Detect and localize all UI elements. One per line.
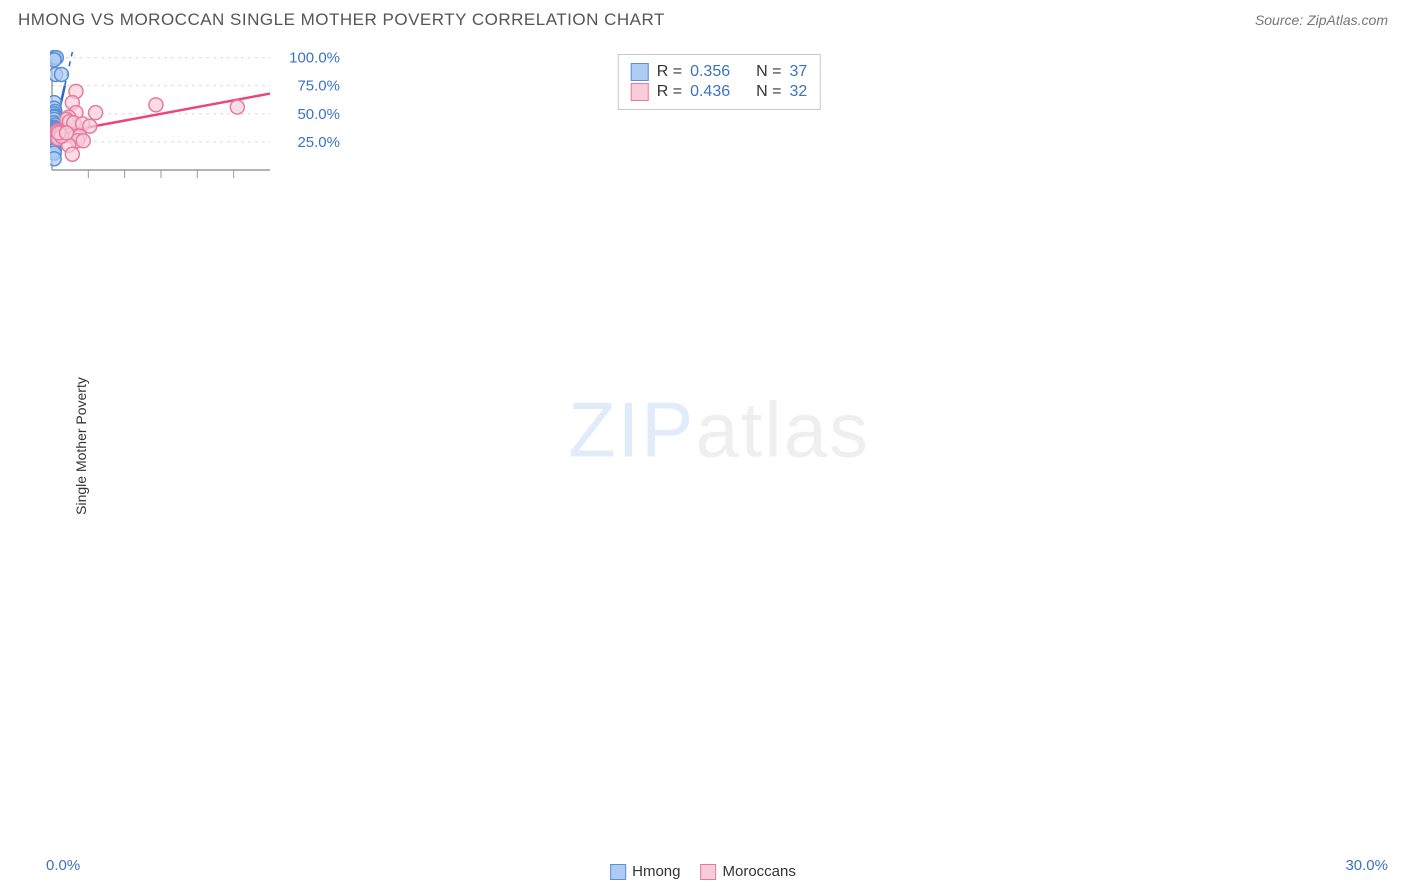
data-point [89,106,103,120]
y-tick-label: 75.0% [297,78,340,95]
stats-legend: R = 0.356 N = 37 R = 0.436 N = 32 [618,54,821,110]
y-tick-label: 25.0% [297,134,340,151]
watermark-main: ZIP [568,386,695,474]
x-axis-max-label: 30.0% [1345,857,1388,874]
scatter-plot: 25.0% 50.0% 75.0% 100.0% [50,50,350,200]
data-point [76,134,90,148]
data-point [230,100,244,114]
chart-area: Single Mother Poverty 25.0% 50.0% 75.0% 100… [50,50,1388,842]
data-point [149,98,163,112]
data-point [65,147,79,161]
stats-row: R = 0.356 N = 37 [631,63,808,81]
legend-label: Hmong [632,863,680,880]
header: HMONG VS MOROCCAN SINGLE MOTHER POVERTY … [0,0,1406,38]
legend-swatch [631,83,649,101]
legend-swatch [610,864,626,880]
chart-title: HMONG VS MOROCCAN SINGLE MOTHER POVERTY … [18,10,665,30]
legend-item: Moroccans [701,863,796,880]
stat-r-value: 0.356 [690,63,730,81]
data-point [50,152,61,166]
stat-r-label: R = [657,63,682,81]
legend-label: Moroccans [723,863,796,880]
legend-swatch [701,864,717,880]
legend-swatch [631,63,649,81]
stat-r-value: 0.436 [690,83,730,101]
stat-n-label: N = [756,83,781,101]
stat-n-label: N = [756,63,781,81]
stat-n-value: 37 [789,63,807,81]
legend-item: Hmong [610,863,680,880]
y-tick-label: 50.0% [297,106,340,123]
stat-r-label: R = [657,83,682,101]
data-point [50,53,61,67]
x-axis-origin-label: 0.0% [46,857,80,874]
stats-row: R = 0.436 N = 32 [631,83,808,101]
y-tick-label: 100.0% [289,50,340,67]
source-label: Source: ZipAtlas.com [1255,12,1388,28]
data-point [54,67,68,81]
series-legend: Hmong Moroccans [610,863,796,880]
data-point [60,126,74,140]
watermark-sub: atlas [695,386,870,474]
watermark: ZIPatlas [568,385,870,476]
y-axis-label: Single Mother Poverty [73,377,89,515]
stat-n-value: 32 [789,83,807,101]
